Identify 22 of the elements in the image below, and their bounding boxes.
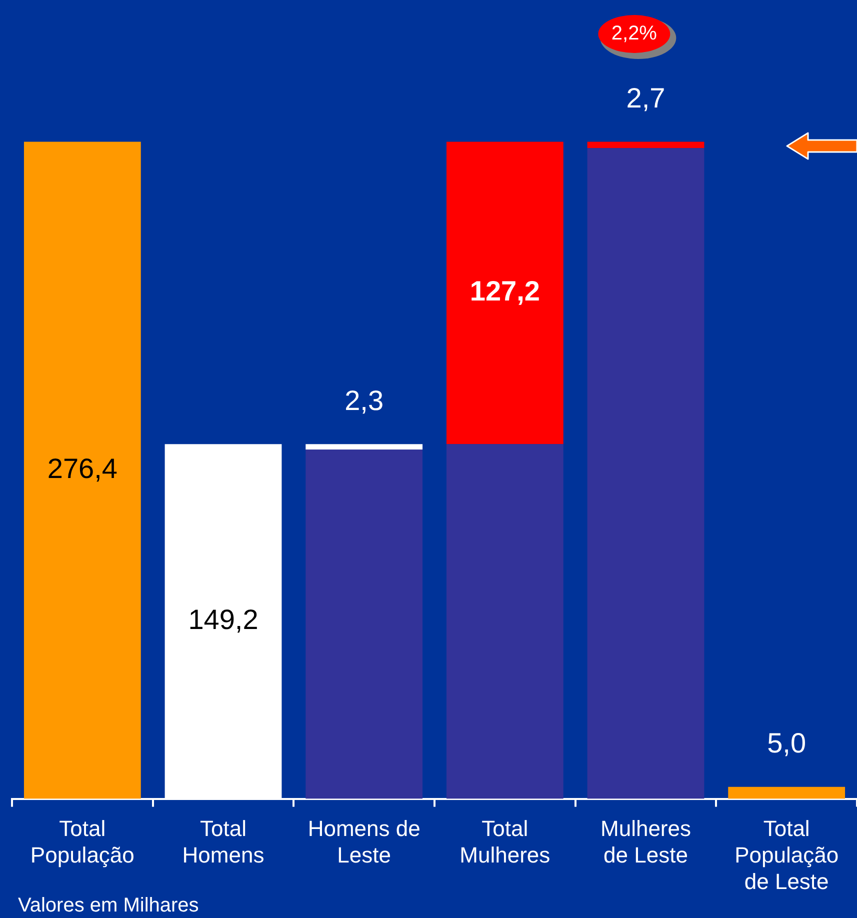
data-label: 276,4 (47, 452, 118, 484)
x-tick-label: Homens de Leste (308, 816, 420, 868)
bar (728, 786, 846, 799)
text: 2,2% (611, 22, 658, 45)
bar (446, 444, 564, 799)
data-label: 149,2 (188, 604, 258, 636)
data-label: 2,7 (626, 82, 666, 114)
bar (587, 148, 704, 799)
data-label: 5,0 (767, 728, 806, 759)
bar (446, 142, 564, 444)
x-tick-label: Total Mulheres (460, 816, 550, 868)
bar (306, 444, 423, 450)
bar (306, 450, 423, 799)
x-tick-label: Mulheres de Leste (600, 816, 691, 868)
x-tick-label: Total População (30, 816, 134, 868)
x-tick-label: Total Homens (182, 816, 264, 868)
bar (587, 142, 704, 148)
bar (24, 142, 141, 799)
text: Valores em Milhares (18, 894, 199, 917)
data-label: 2,3 (344, 384, 384, 416)
x-tick-label: Total População de Leste (734, 816, 839, 894)
data-label: 127,2 (470, 276, 540, 307)
